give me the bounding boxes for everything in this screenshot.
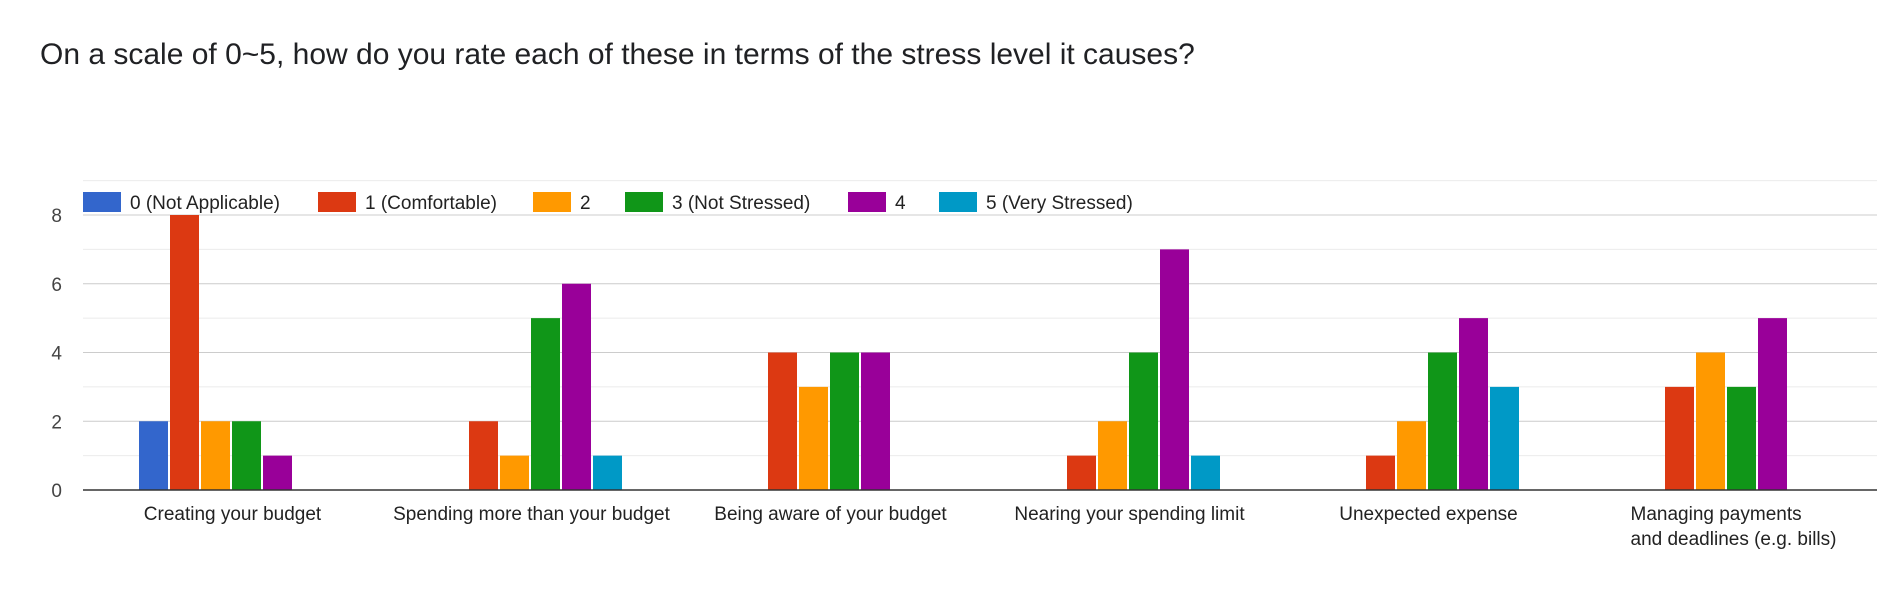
bar[interactable] bbox=[1428, 352, 1457, 491]
bar[interactable] bbox=[1696, 352, 1725, 491]
legend-item[interactable]: 0 (Not Applicable) bbox=[83, 192, 280, 214]
bar[interactable] bbox=[469, 421, 498, 490]
y-tick-label: 6 bbox=[51, 275, 62, 296]
bar[interactable] bbox=[799, 386, 828, 490]
bar[interactable] bbox=[562, 283, 591, 490]
bar[interactable] bbox=[139, 421, 168, 490]
bar[interactable] bbox=[768, 352, 797, 491]
x-tick-label: Being aware of your budget bbox=[714, 504, 947, 525]
y-tick-label: 4 bbox=[51, 344, 62, 365]
bar[interactable] bbox=[1665, 386, 1694, 490]
y-tick-label: 0 bbox=[51, 481, 62, 502]
x-tick-label: Unexpected expense bbox=[1339, 504, 1518, 525]
legend-label: 0 (Not Applicable) bbox=[130, 193, 280, 214]
bars bbox=[139, 215, 1787, 490]
legend: 0 (Not Applicable) 1 (Comfortable) 2 3 (Not… bbox=[83, 192, 1133, 214]
legend-swatch bbox=[533, 192, 571, 212]
y-tick-label: 8 bbox=[51, 206, 62, 227]
bar[interactable] bbox=[593, 455, 622, 490]
bar[interactable] bbox=[1067, 455, 1096, 490]
bar[interactable] bbox=[830, 352, 859, 491]
legend-swatch bbox=[939, 192, 977, 212]
x-tick-label: Managing payments and deadlines (e.g. bil… bbox=[1631, 504, 1837, 550]
gridlines bbox=[83, 180, 1877, 457]
bar[interactable] bbox=[1727, 386, 1756, 490]
bar[interactable] bbox=[263, 455, 292, 490]
bar[interactable] bbox=[1160, 249, 1189, 490]
legend-item[interactable]: 2 bbox=[533, 192, 591, 214]
legend-item[interactable]: 1 (Comfortable) bbox=[318, 192, 497, 214]
x-tick-label: Creating your budget bbox=[144, 504, 322, 525]
legend-swatch bbox=[848, 192, 886, 212]
legend-item[interactable]: 4 bbox=[848, 192, 906, 214]
bar[interactable] bbox=[1129, 352, 1158, 491]
x-tick-label: Nearing your spending limit bbox=[1014, 504, 1245, 525]
bar[interactable] bbox=[1758, 318, 1787, 490]
bar[interactable] bbox=[232, 421, 261, 490]
chart-title: On a scale of 0~5, how do you rate each … bbox=[40, 38, 1195, 71]
legend-label: 2 bbox=[580, 193, 591, 214]
x-axis-labels: Creating your budget Spending more than y… bbox=[144, 504, 1837, 550]
legend-swatch bbox=[83, 192, 121, 212]
bar[interactable] bbox=[1490, 386, 1519, 490]
legend-label: 3 (Not Stressed) bbox=[672, 193, 810, 214]
legend-swatch bbox=[625, 192, 663, 212]
bar[interactable] bbox=[1459, 318, 1488, 490]
bar[interactable] bbox=[531, 318, 560, 490]
legend-label: 5 (Very Stressed) bbox=[986, 193, 1133, 214]
bar[interactable] bbox=[170, 215, 199, 490]
x-tick-label: Spending more than your budget bbox=[393, 504, 670, 525]
legend-item[interactable]: 5 (Very Stressed) bbox=[939, 192, 1133, 214]
bar[interactable] bbox=[1191, 455, 1220, 490]
bar[interactable] bbox=[861, 352, 890, 491]
y-axis-ticks: 0 2 4 6 8 bbox=[51, 206, 62, 502]
bar[interactable] bbox=[1366, 455, 1395, 490]
legend-label: 1 (Comfortable) bbox=[365, 193, 497, 214]
bar[interactable] bbox=[1397, 421, 1426, 490]
y-tick-label: 2 bbox=[51, 412, 62, 433]
legend-label: 4 bbox=[895, 193, 906, 214]
bar[interactable] bbox=[201, 421, 230, 490]
legend-item[interactable]: 3 (Not Stressed) bbox=[625, 192, 810, 214]
bar[interactable] bbox=[1098, 421, 1127, 490]
bar[interactable] bbox=[500, 455, 529, 490]
legend-swatch bbox=[318, 192, 356, 212]
